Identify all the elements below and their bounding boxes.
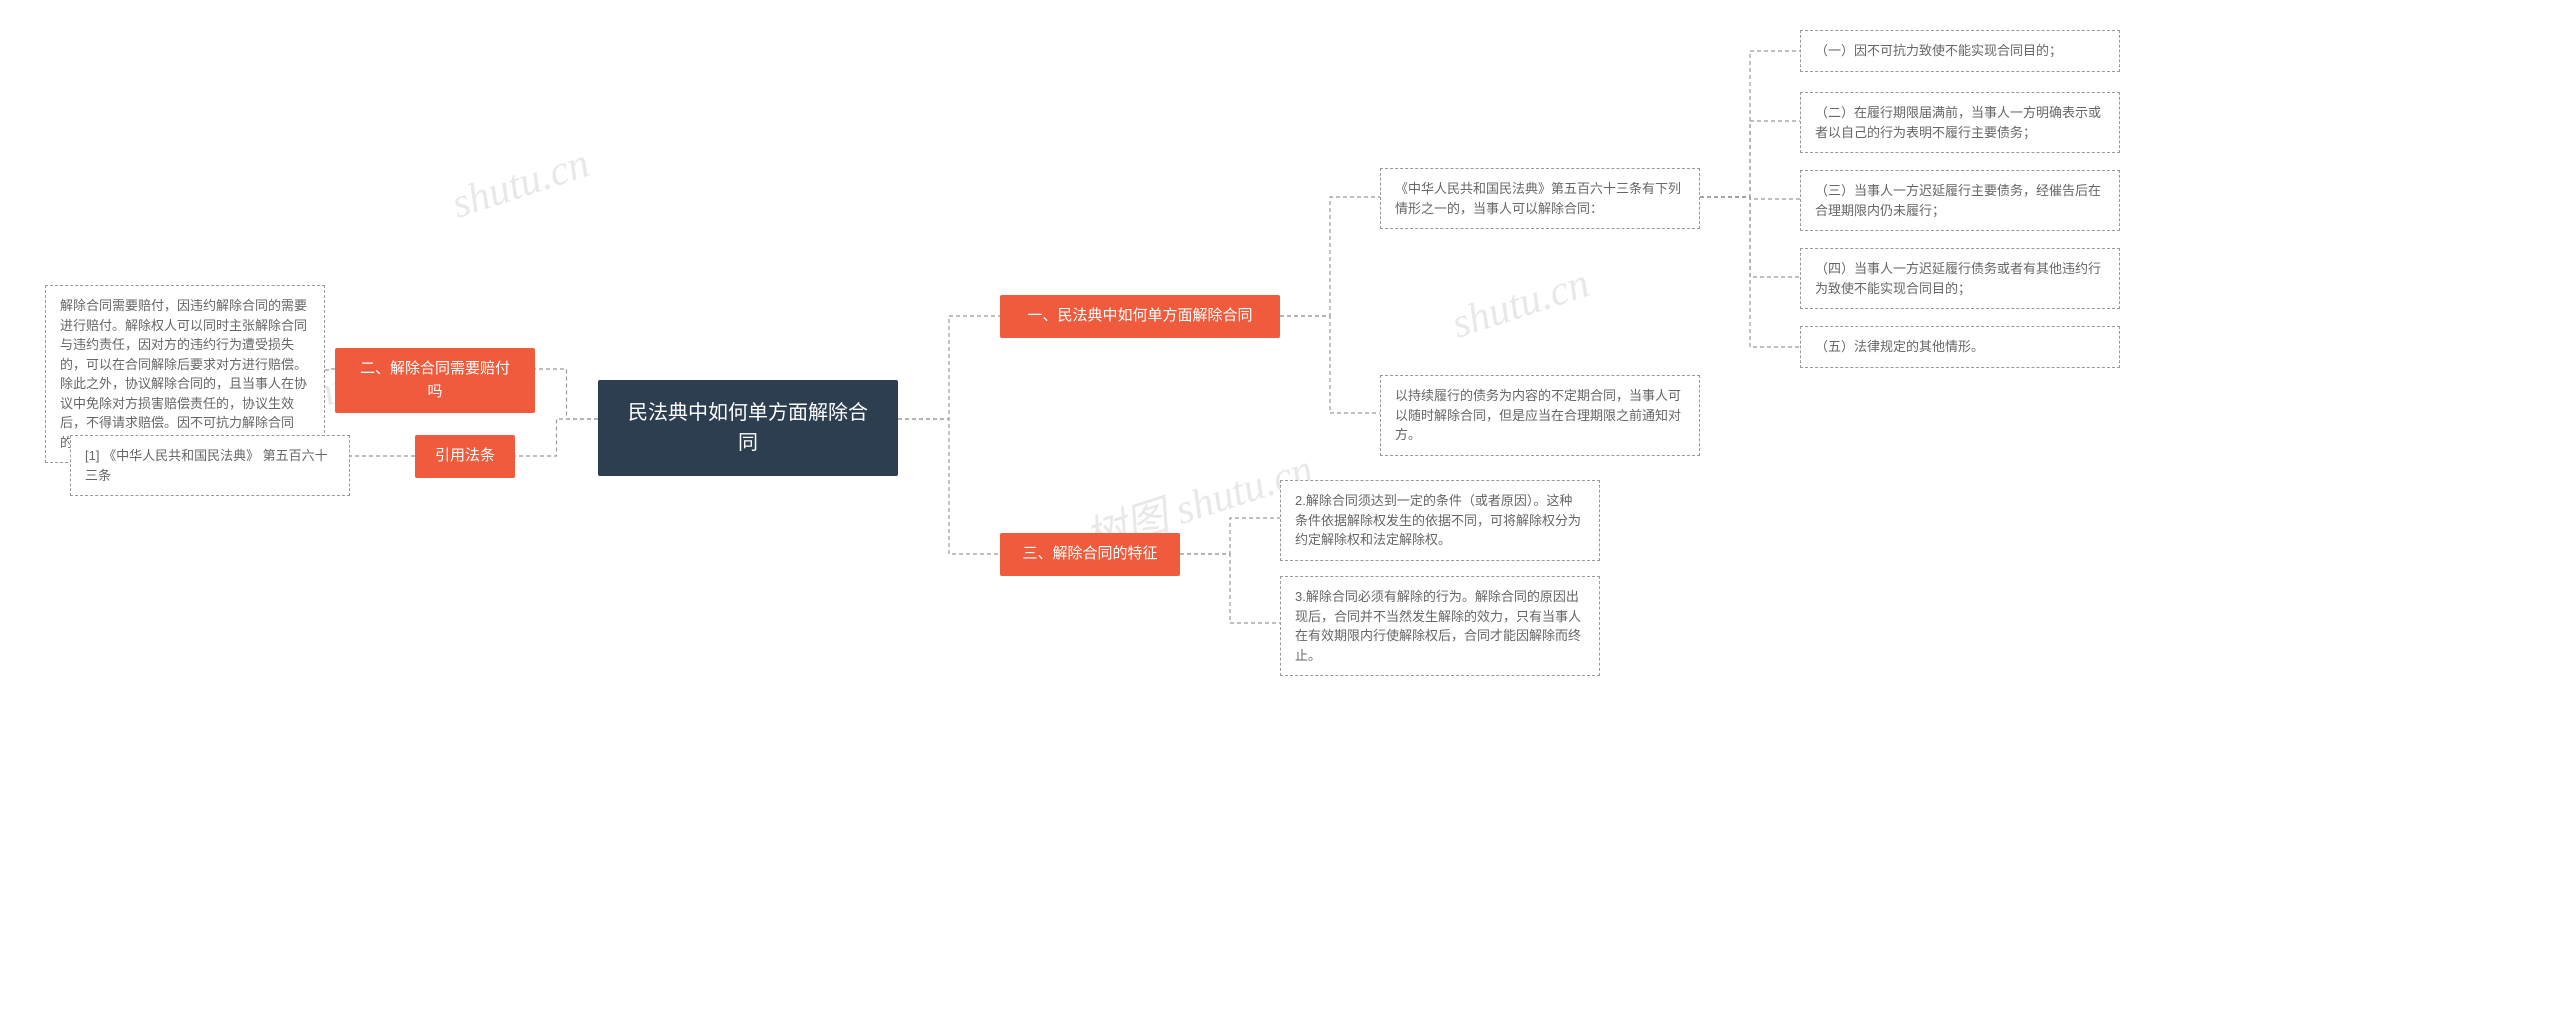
leaf-node[interactable]: 2.解除合同须达到一定的条件（或者原因）。这种条件依据解除权发生的依据不同，可将…	[1280, 480, 1600, 561]
watermark: shutu.cn	[1446, 259, 1595, 348]
leaf-node[interactable]: （二）在履行期限届满前，当事人一方明确表示或者以自己的行为表明不履行主要债务；	[1800, 92, 2120, 153]
leaf-node[interactable]: （五）法律规定的其他情形。	[1800, 326, 2120, 368]
leaf-node[interactable]: 3.解除合同必须有解除的行为。解除合同的原因出现后，合同并不当然发生解除的效力，…	[1280, 576, 1600, 676]
watermark: shutu.cn	[446, 139, 595, 228]
branch-section-3[interactable]: 三、解除合同的特征	[1000, 533, 1180, 576]
leaf-node[interactable]: （三）当事人一方迟延履行主要债务，经催告后在合理期限内仍未履行；	[1800, 170, 2120, 231]
leaf-node[interactable]: （一）因不可抗力致使不能实现合同目的；	[1800, 30, 2120, 72]
branch-citation[interactable]: 引用法条	[415, 435, 515, 478]
root-node[interactable]: 民法典中如何单方面解除合同	[598, 380, 898, 476]
leaf-node[interactable]: 《中华人民共和国民法典》第五百六十三条有下列情形之一的，当事人可以解除合同：	[1380, 168, 1700, 229]
leaf-node[interactable]: 以持续履行的债务为内容的不定期合同，当事人可以随时解除合同，但是应当在合理期限之…	[1380, 375, 1700, 456]
leaf-node[interactable]: （四）当事人一方迟延履行债务或者有其他违约行为致使不能实现合同目的；	[1800, 248, 2120, 309]
branch-section-1[interactable]: 一、民法典中如何单方面解除合同	[1000, 295, 1280, 338]
leaf-node[interactable]: [1] 《中华人民共和国民法典》 第五百六十三条	[70, 435, 350, 496]
branch-section-2[interactable]: 二、解除合同需要赔付吗	[335, 348, 535, 413]
